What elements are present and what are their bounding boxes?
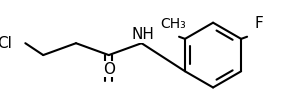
Text: F: F: [254, 16, 263, 31]
Text: NH: NH: [132, 27, 154, 42]
Text: Cl: Cl: [0, 36, 12, 51]
Text: CH₃: CH₃: [160, 17, 186, 31]
Text: O: O: [103, 62, 115, 77]
